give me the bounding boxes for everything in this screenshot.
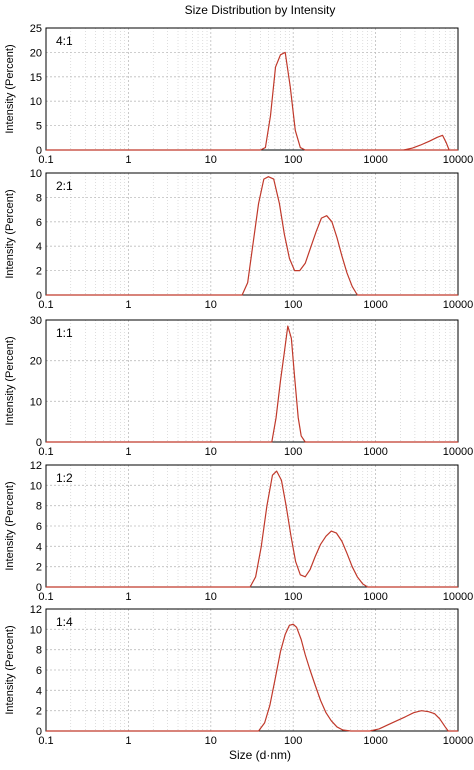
y-axis-label: Intensity (Percent) (4, 189, 16, 278)
y-tick-label: 10 (30, 624, 42, 636)
x-axis-label: Size (d·nm) (229, 748, 291, 762)
y-axis-label: Intensity (Percent) (4, 625, 16, 714)
panel-ratio-label: 1:2 (56, 471, 73, 485)
distribution-line (46, 176, 458, 296)
plot-frame (45, 27, 459, 151)
distribution-line (46, 325, 458, 443)
y-tick-label: 25 (30, 23, 42, 35)
panel-ratio-label: 4:1 (56, 34, 73, 48)
x-tick-label: 100 (284, 591, 302, 603)
y-tick-label: 5 (36, 121, 42, 133)
x-tick-label: 10 (205, 735, 217, 747)
x-tick-label: 10000 (443, 735, 474, 747)
panel-1: 0 5 10 15 20 25 0.1 1 10 100 1000 10000 Intensity (P… (4, 23, 473, 166)
x-tick-label: 10 (205, 154, 217, 166)
y-tick-label: 4 (36, 541, 42, 553)
y-tick-label: 10 (30, 396, 42, 408)
x-tick-label: 1000 (363, 591, 387, 603)
x-tick-label: 1 (125, 154, 131, 166)
panel-2: 0 2 4 6 8 10 0.1 1 10 100 1000 10000 Intensity (Perc… (4, 168, 473, 311)
x-tick-label: 1 (125, 591, 131, 603)
plot-frame (45, 319, 459, 443)
y-tick-label: 8 (36, 645, 42, 657)
x-tick-label: 10000 (443, 154, 474, 166)
y-tick-label: 6 (36, 217, 42, 229)
y-tick-label: 2 (36, 266, 42, 278)
x-tick-label: 0.1 (38, 446, 53, 458)
x-tick-label: 10 (205, 591, 217, 603)
y-axis-label: Intensity (Percent) (4, 481, 16, 570)
x-tick-label: 0.1 (38, 299, 53, 311)
x-tick-label: 10000 (443, 299, 474, 311)
x-tick-label: 10000 (443, 591, 474, 603)
x-tick-label: 1 (125, 446, 131, 458)
y-tick-label: 8 (36, 192, 42, 204)
x-tick-label: 10 (205, 446, 217, 458)
y-tick-label: 4 (36, 685, 42, 697)
y-tick-label: 12 (30, 460, 42, 472)
y-tick-label: 0 (36, 145, 42, 157)
x-tick-label: 100 (284, 735, 302, 747)
y-tick-label: 0 (36, 726, 42, 738)
y-tick-label: 2 (36, 706, 42, 718)
distribution-line (46, 51, 458, 151)
plot-frame (45, 464, 459, 588)
plot-frame (45, 172, 459, 296)
x-tick-label: 100 (284, 446, 302, 458)
panel-ratio-label: 1:4 (56, 615, 73, 629)
y-tick-label: 0 (36, 290, 42, 302)
y-tick-label: 20 (30, 47, 42, 59)
x-tick-label: 0.1 (38, 735, 53, 747)
y-tick-label: 6 (36, 521, 42, 533)
x-tick-label: 100 (284, 299, 302, 311)
panel-3: 0 10 20 30 0.1 1 10 100 1000 10000 Intensity (Perc… (4, 315, 473, 458)
x-tick-label: 1000 (363, 446, 387, 458)
x-tick-label: 1000 (363, 735, 387, 747)
x-tick-label: 10 (205, 299, 217, 311)
x-tick-label: 1 (125, 735, 131, 747)
x-tick-label: 1000 (363, 154, 387, 166)
y-tick-label: 10 (30, 168, 42, 180)
y-tick-label: 15 (30, 72, 42, 84)
y-tick-label: 30 (30, 315, 42, 327)
y-tick-label: 10 (30, 96, 42, 108)
x-tick-label: 100 (284, 154, 302, 166)
y-tick-label: 12 (30, 604, 42, 616)
y-tick-label: 0 (36, 582, 42, 594)
panel-4: 0 2 4 6 8 10 12 0.1 1 10 100 1000 10000 Intensity (Pe… (4, 460, 473, 603)
y-tick-label: 0 (36, 437, 42, 449)
panel-ratio-label: 1:1 (56, 326, 73, 340)
x-tick-label: 0.1 (38, 154, 53, 166)
x-tick-label: 0.1 (38, 591, 53, 603)
distribution-line (46, 470, 458, 588)
x-tick-label: 1000 (363, 299, 387, 311)
x-tick-label: 10000 (443, 446, 474, 458)
y-tick-label: 2 (36, 562, 42, 574)
panel-ratio-label: 2:1 (56, 179, 73, 193)
distribution-line (46, 623, 458, 732)
y-tick-label: 8 (36, 501, 42, 513)
y-axis-label: Intensity (Percent) (4, 44, 16, 133)
distribution-line (403, 134, 450, 151)
figure-title: Size Distribution by Intensity (185, 3, 336, 17)
y-tick-label: 6 (36, 665, 42, 677)
y-axis-label: Intensity (Percent) (4, 336, 16, 425)
y-tick-label: 4 (36, 241, 42, 253)
panel-5: 0 2 4 6 8 10 12 0.1 1 10 100 1000 10000 Intensity (Pe… (4, 604, 473, 747)
y-tick-label: 20 (30, 356, 42, 368)
y-tick-label: 10 (30, 480, 42, 492)
x-tick-label: 1 (125, 299, 131, 311)
